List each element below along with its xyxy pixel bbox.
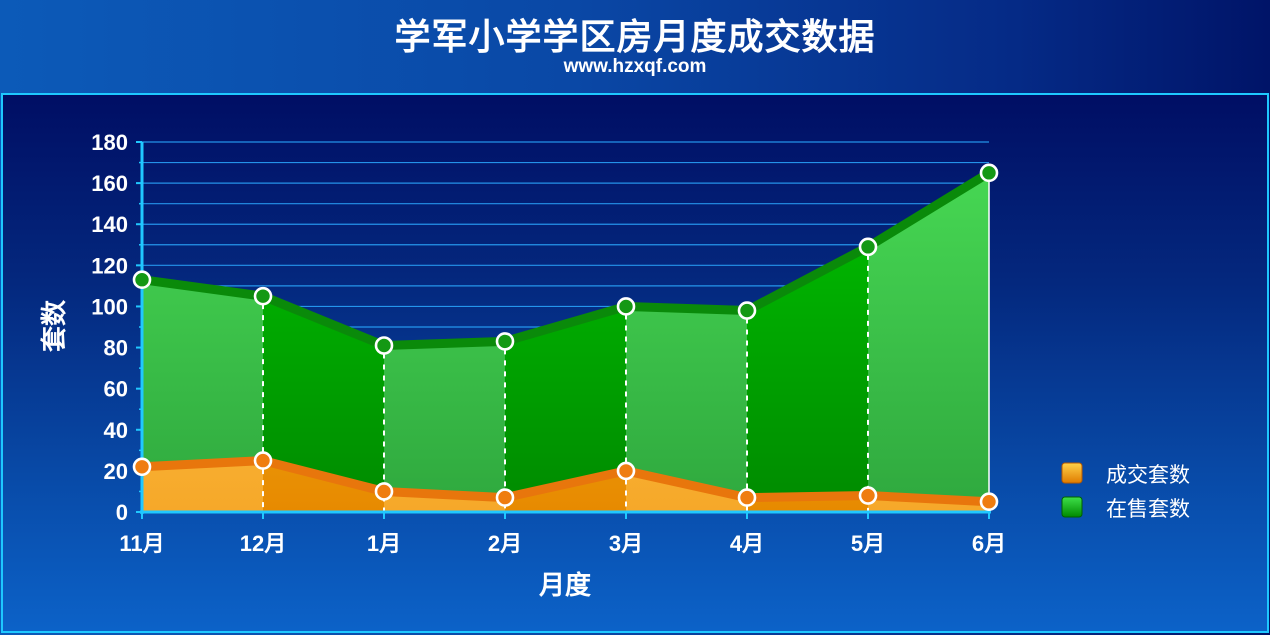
x-tick-label: 2月 — [488, 531, 522, 556]
data-points — [132, 163, 999, 512]
x-tick-label: 1月 — [367, 531, 401, 556]
green-area-band — [626, 172, 747, 512]
green-area-band — [142, 172, 263, 512]
data-point-listings — [132, 270, 152, 290]
legend-swatch-orange-icon — [1061, 462, 1083, 484]
green-area-band — [505, 172, 626, 512]
data-point-deals — [737, 488, 757, 507]
data-point-deals — [616, 461, 636, 481]
y-tick-label: 100 — [91, 294, 128, 319]
y-tick-label: 80 — [104, 336, 128, 361]
data-point-listings — [374, 336, 394, 355]
y-tick-label: 20 — [104, 459, 128, 484]
green-area-band — [747, 172, 868, 512]
series-line-deals — [137, 456, 994, 507]
y-tick-label: 0 — [116, 500, 128, 525]
y-tick-label: 120 — [91, 253, 128, 278]
y-tick-label: 160 — [91, 171, 128, 196]
area-fills — [142, 172, 990, 512]
data-point-deals — [979, 492, 999, 512]
x-tick-label: 4月 — [730, 531, 764, 556]
x-tick-label: 5月 — [851, 531, 885, 556]
chart-subtitle: www.hzxqf.com — [563, 56, 707, 77]
data-point-deals — [495, 488, 515, 507]
green-area-band — [384, 172, 505, 512]
y-tick-label: 40 — [104, 418, 128, 443]
series-line-listings — [137, 168, 994, 350]
x-tick-label: 6月 — [972, 531, 1006, 556]
data-point-listings — [979, 163, 999, 183]
y-tick-label: 140 — [91, 212, 128, 237]
legend-label-deals: 成交套数 — [1106, 463, 1190, 487]
data-point-deals — [253, 451, 273, 470]
tick-labels: 0 20 40 60 80 100 120 140 160 180 11月 12月 1月 2月 3月 4月 5月… — [91, 130, 1006, 556]
y-tick-label: 180 — [91, 130, 128, 155]
x-axis-title: 月度 — [538, 570, 591, 601]
data-point-listings — [737, 301, 757, 320]
data-point-listings — [616, 297, 636, 316]
legend-item-deals[interactable]: 成交套数 — [1061, 462, 1190, 487]
legend-label-listings: 在售套数 — [1106, 497, 1190, 521]
data-point-deals — [132, 457, 152, 477]
data-point-deals — [374, 482, 394, 501]
x-tick-label: 12月 — [240, 531, 286, 556]
x-tick-label: 3月 — [609, 531, 643, 556]
data-point-listings — [858, 237, 878, 257]
chart-title: 学军小学学区房月度成交数据 — [394, 16, 876, 58]
data-point-listings — [495, 332, 515, 351]
legend-swatch-green-icon — [1061, 496, 1083, 518]
chart-header: 学军小学学区房月度成交数据 www.hzxqf.com — [0, 0, 1270, 92]
data-point-deals — [858, 486, 878, 505]
y-tick-label: 60 — [104, 377, 128, 402]
data-point-listings — [253, 286, 273, 306]
y-axis-title: 套数 — [40, 299, 70, 352]
series-lines — [137, 168, 994, 507]
legend-item-listings[interactable]: 在售套数 — [1061, 496, 1190, 521]
legend: 成交套数 在售套数 — [1061, 462, 1190, 521]
x-tick-label: 11月 — [119, 531, 164, 556]
